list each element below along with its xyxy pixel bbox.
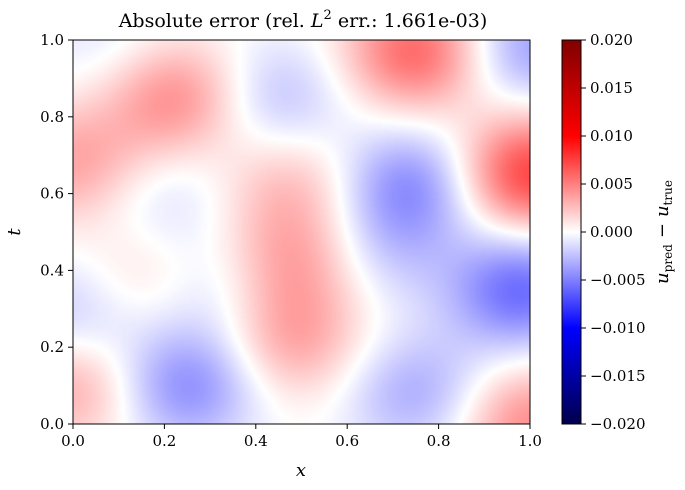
colorbar-tick-label: 0.010 (590, 127, 633, 145)
colorbar-tick-label: 0.005 (590, 175, 633, 193)
colorbar-tick-label: −0.020 (590, 415, 646, 433)
colorbar: −0.020 −0.015 −0.010 −0.005 0.000 0.005 0.010 0… (561, 31, 675, 433)
y-axis: 0.0 0.2 0.4 0.6 0.8 1.0 (40, 31, 73, 433)
y-tick-label: 0.0 (40, 415, 64, 433)
colorbar-tick-label: 0.000 (590, 223, 633, 241)
chart-title: Absolute error (rel. L2 err.: 1.661e-03) (118, 8, 488, 32)
x-tick-label: 0.8 (427, 432, 451, 450)
x-tick-label: 1.0 (518, 432, 542, 450)
x-tick-label: 0.6 (335, 432, 359, 450)
y-tick-label: 0.4 (40, 261, 64, 279)
x-tick-label: 0.0 (61, 432, 85, 450)
y-tick-label: 0.8 (40, 108, 64, 126)
y-tick-label: 0.2 (40, 338, 64, 356)
y-tick-label: 0.6 (40, 185, 64, 203)
y-tick-label: 1.0 (40, 31, 64, 49)
x-tick-label: 0.2 (152, 432, 176, 450)
y-axis-label: t (4, 228, 25, 236)
heatmap-field (73, 40, 530, 424)
plot-frame (72, 39, 531, 425)
x-tick-label: 0.4 (244, 432, 268, 450)
colorbar-ticks: −0.020 −0.015 −0.010 −0.005 0.000 0.005 0.010 0… (581, 31, 646, 433)
colorbar-tick-label: 0.015 (590, 79, 633, 97)
colorbar-tick-label: −0.015 (590, 367, 646, 385)
x-axis-label: x (296, 460, 306, 481)
colorbar-tick-label: −0.005 (590, 271, 646, 289)
plot-area (72, 39, 531, 425)
colorbar-gradient (561, 39, 582, 425)
colorbar-tick-label: 0.020 (590, 31, 633, 49)
x-axis: 0.0 0.2 0.4 0.6 0.8 1.0 (61, 424, 542, 450)
colorbar-tick-label: −0.010 (590, 319, 646, 337)
colorbar-label: upred−utrue (652, 180, 675, 284)
